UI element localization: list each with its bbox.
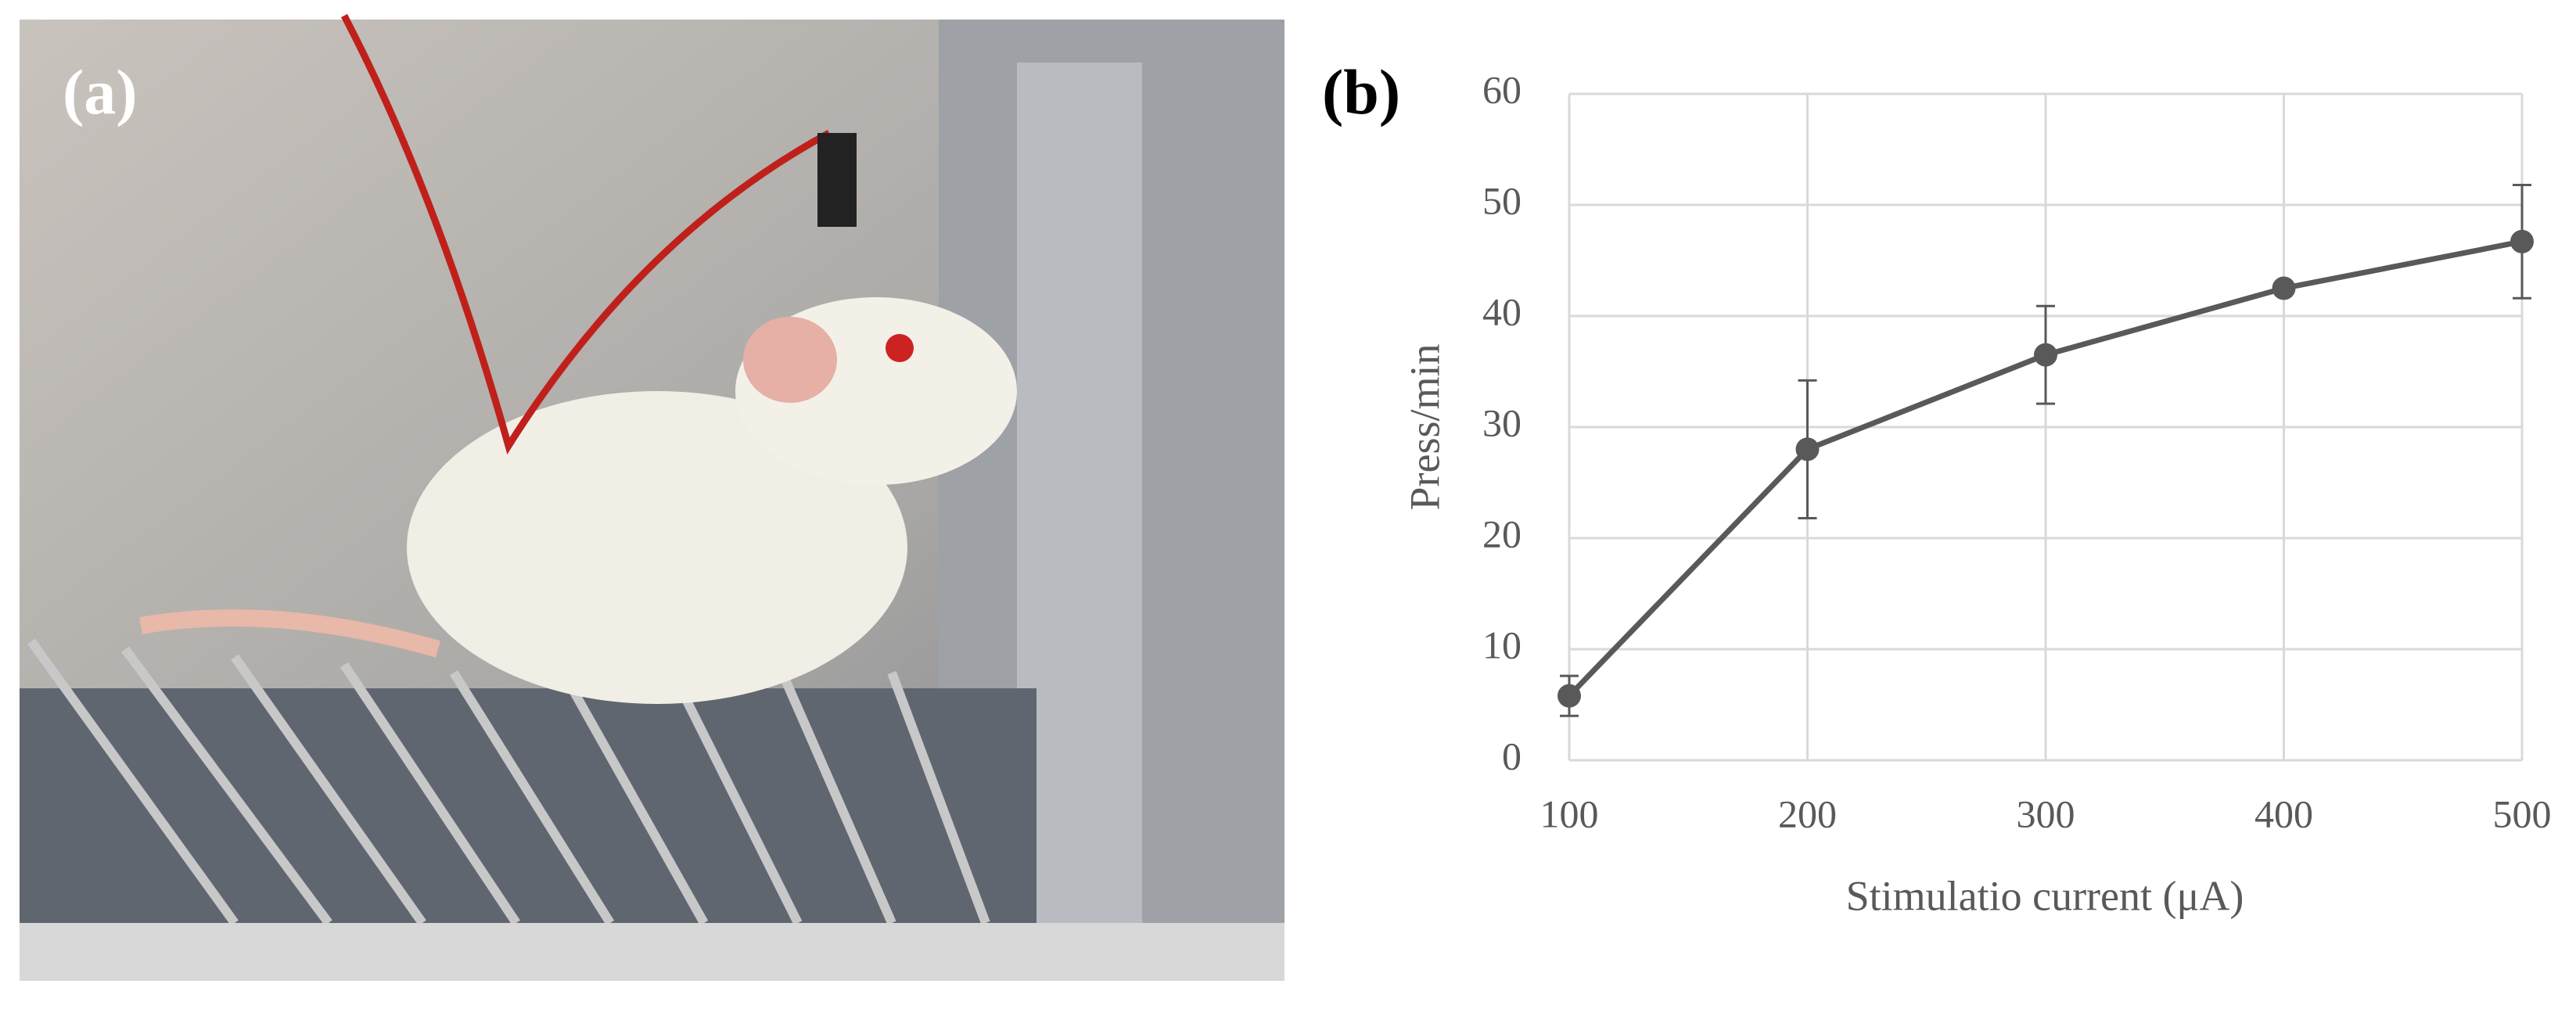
y-axis-title: Press/min xyxy=(1401,343,1448,510)
panel-label: (b) xyxy=(1322,56,1400,127)
y-tick-label: 30 xyxy=(1482,400,1522,444)
data-point xyxy=(1795,437,1820,461)
x-tick-label: 300 xyxy=(2017,792,2075,835)
data-point xyxy=(2272,276,2296,300)
data-point xyxy=(2510,229,2534,253)
x-tick-label: 400 xyxy=(2254,792,2313,835)
y-tick-label: 60 xyxy=(1482,67,1522,111)
x-axis-title: Stimulatio current (μA) xyxy=(1846,872,2244,919)
y-tick-label: 0 xyxy=(1502,734,1522,777)
y-tick-label: 40 xyxy=(1482,289,1522,333)
y-tick-label: 10 xyxy=(1482,623,1522,666)
panel-label: (a) xyxy=(63,56,138,127)
y-tick-label: 20 xyxy=(1482,512,1522,555)
data-point xyxy=(2034,343,2057,367)
photo: (a) xyxy=(20,13,1284,981)
y-tick-label: 50 xyxy=(1482,178,1522,222)
x-tick-label: 100 xyxy=(1540,792,1599,835)
x-tick-label: 200 xyxy=(1778,792,1837,835)
x-tick-label: 500 xyxy=(2493,792,2552,835)
data-point xyxy=(1557,684,1581,708)
